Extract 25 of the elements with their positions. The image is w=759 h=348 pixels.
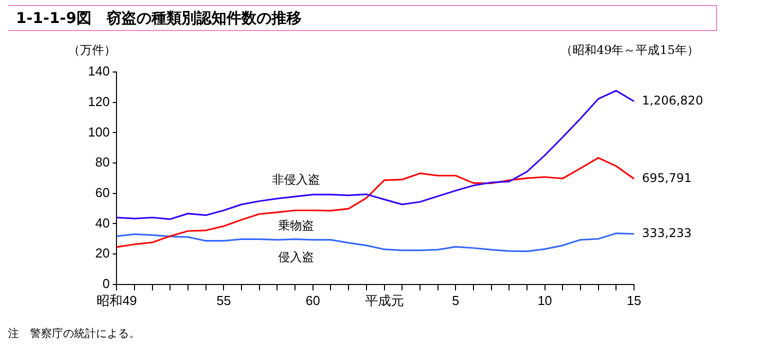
chart-title: 1-1-1-9図 窃盗の種類別認知件数の推移 [8,5,717,31]
x-tick-label: 60 [306,292,320,308]
x-tick-label: 10 [538,292,552,308]
y-tick-label: 120 [88,94,110,109]
y-tick-label: 140 [88,64,110,79]
y-tick-label: 0 [102,276,110,291]
y-tick-label: 40 [95,215,110,230]
x-tick-label: 55 [216,292,231,308]
x-tick-label: 昭和49 [96,292,137,308]
y-tick-label: 100 [88,124,110,140]
series-label: 非侵入盗 [272,172,320,187]
x-tick-label: 5 [452,292,460,308]
annotation: 333,233 [642,226,692,240]
text: 注 警察庁の統計による。 [8,326,140,341]
series-label: 侵入盗 [278,250,314,264]
x-tick-label: 15 [626,292,642,308]
y-axis-title: （万件） [68,42,116,59]
series-label: 乗物盗 [278,218,314,232]
annotation: 695,791 [642,170,692,185]
x-tick-label: 平成元 [364,292,404,308]
y-tick-label: 80 [95,154,110,170]
chart-subtitle: （昭和49年～平成15年） [560,42,699,59]
annotation: 1,206,820 [642,93,704,108]
y-tick-label: 60 [95,184,110,200]
y-tick-label: 20 [95,246,110,261]
